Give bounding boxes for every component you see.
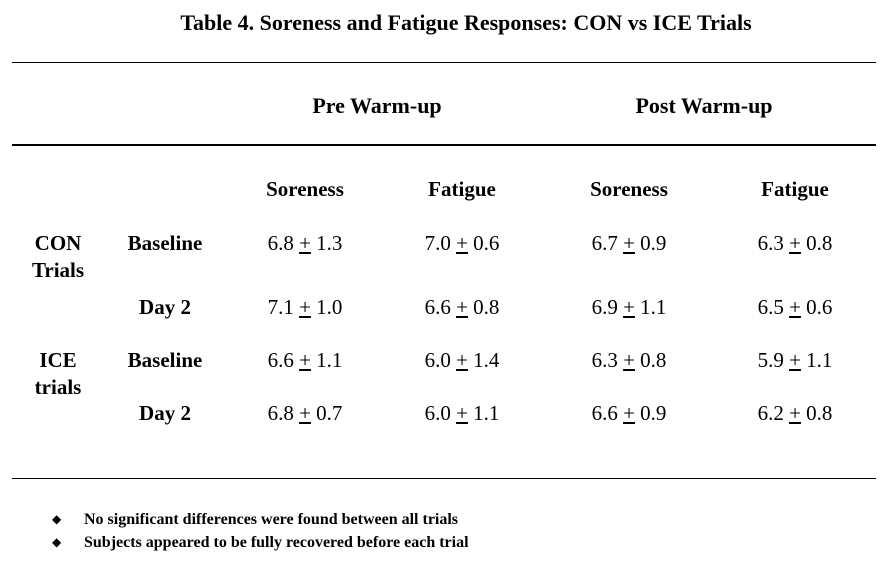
table-cell: 6.6 + 0.8 <box>424 295 500 319</box>
row-group-label-line2: trials <box>34 375 82 399</box>
table-cell: 7.1 + 1.0 <box>267 295 343 319</box>
footnote-item: ◆ Subjects appeared to be fully recovere… <box>48 531 469 554</box>
col-header-pre-soreness: Soreness <box>266 177 344 201</box>
row-group-label-ice: ICE trials <box>18 347 98 401</box>
table-cell: 6.5 + 0.6 <box>757 295 833 319</box>
table-cell: 6.0 + 1.4 <box>424 348 500 372</box>
header-rule <box>12 144 876 146</box>
table-cell: 6.2 + 0.8 <box>757 401 833 425</box>
table-cell: 6.6 + 0.9 <box>591 401 667 425</box>
footnote-text: No significant differences were found be… <box>84 510 459 528</box>
diamond-bullet-icon: ◆ <box>52 535 62 549</box>
footnote-item: ◆ No significant differences were found … <box>48 508 469 531</box>
table-cell: 6.3 + 0.8 <box>757 231 833 255</box>
row-label-con-day2: Day 2 <box>139 295 191 319</box>
row-group-label-line1: CON <box>34 231 82 255</box>
table-cell: 6.6 + 1.1 <box>267 348 343 372</box>
table-title: Table 4. Soreness and Fatigue Responses:… <box>180 10 752 35</box>
table-cell: 6.9 + 1.1 <box>591 295 667 319</box>
row-label-con-baseline: Baseline <box>127 231 203 255</box>
diamond-bullet-icon: ◆ <box>52 512 62 526</box>
row-group-label-con: CON Trials <box>18 230 98 284</box>
bottom-rule <box>12 478 876 479</box>
col-header-post-fatigue: Fatigue <box>761 177 829 201</box>
group-header-pre-warmup: Pre Warm-up <box>312 93 442 118</box>
footnote-text: Subjects appeared to be fully recovered … <box>84 533 469 551</box>
table-cell: 6.3 + 0.8 <box>591 348 667 372</box>
table-cell: 7.0 + 0.6 <box>424 231 500 255</box>
col-header-post-soreness: Soreness <box>590 177 668 201</box>
row-label-ice-baseline: Baseline <box>127 348 203 372</box>
table-cell: 5.9 + 1.1 <box>757 348 833 372</box>
group-header-post-warmup: Post Warm-up <box>635 93 773 118</box>
footnotes: ◆ No significant differences were found … <box>48 508 469 554</box>
top-rule <box>12 62 876 63</box>
row-group-label-line1: ICE <box>39 348 77 372</box>
table-cell: 6.8 + 0.7 <box>267 401 343 425</box>
table-cell: 6.8 + 1.3 <box>267 231 343 255</box>
row-group-label-line2: Trials <box>31 258 85 282</box>
row-label-ice-day2: Day 2 <box>139 401 191 425</box>
col-header-pre-fatigue: Fatigue <box>428 177 496 201</box>
table-cell: 6.7 + 0.9 <box>591 231 667 255</box>
table-cell: 6.0 + 1.1 <box>424 401 500 425</box>
